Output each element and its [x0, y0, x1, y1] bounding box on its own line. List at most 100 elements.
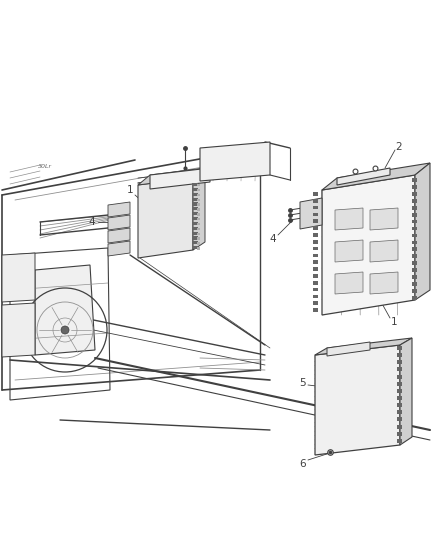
Polygon shape — [315, 338, 412, 355]
Bar — [397, 432, 402, 435]
Bar — [412, 178, 417, 182]
Text: 4: 4 — [270, 234, 276, 244]
Polygon shape — [335, 240, 363, 262]
Bar — [192, 227, 198, 230]
Bar — [192, 207, 198, 211]
Bar — [197, 199, 200, 201]
Bar — [192, 217, 198, 220]
Polygon shape — [337, 168, 390, 185]
Bar — [192, 203, 198, 206]
Bar — [313, 247, 318, 251]
Bar — [197, 184, 200, 187]
Bar — [412, 185, 417, 189]
Bar — [197, 223, 200, 225]
Bar — [397, 396, 402, 400]
Bar — [412, 233, 417, 237]
Bar — [313, 233, 318, 237]
Bar — [313, 260, 318, 264]
Text: 30Lr: 30Lr — [38, 165, 52, 169]
Bar — [313, 240, 318, 244]
Bar — [313, 288, 318, 292]
Polygon shape — [200, 142, 270, 181]
Bar — [412, 275, 417, 279]
Polygon shape — [315, 345, 400, 455]
Bar — [192, 193, 198, 196]
Bar — [313, 267, 318, 271]
Polygon shape — [138, 168, 205, 185]
Bar — [197, 232, 200, 235]
Bar — [412, 220, 417, 223]
Bar — [313, 295, 318, 298]
Bar — [397, 353, 402, 357]
Bar — [412, 247, 417, 251]
Bar — [313, 274, 318, 278]
Polygon shape — [138, 178, 193, 258]
Text: 6: 6 — [300, 459, 306, 469]
Bar — [197, 208, 200, 211]
Bar — [412, 240, 417, 244]
Bar — [192, 231, 198, 235]
Bar — [397, 367, 402, 372]
Bar — [412, 268, 417, 272]
Polygon shape — [400, 338, 412, 445]
Polygon shape — [335, 272, 363, 294]
Bar — [397, 410, 402, 414]
Bar — [192, 246, 198, 249]
Polygon shape — [2, 253, 35, 302]
Text: 2: 2 — [396, 142, 403, 152]
Bar — [412, 296, 417, 300]
Bar — [397, 375, 402, 378]
Polygon shape — [108, 215, 130, 230]
Bar — [412, 282, 417, 286]
Bar — [412, 289, 417, 293]
Text: 1: 1 — [127, 185, 133, 195]
Bar — [412, 213, 417, 216]
Bar — [412, 199, 417, 203]
Text: 1: 1 — [391, 317, 397, 327]
Polygon shape — [370, 208, 398, 230]
Bar — [197, 204, 200, 206]
Bar — [197, 247, 200, 249]
Bar — [313, 206, 318, 209]
Polygon shape — [193, 168, 205, 250]
Bar — [313, 226, 318, 230]
Polygon shape — [108, 228, 130, 243]
Bar — [412, 192, 417, 196]
Bar — [412, 206, 417, 209]
Bar — [197, 243, 200, 245]
Polygon shape — [150, 168, 210, 189]
Bar — [313, 254, 318, 257]
Polygon shape — [300, 198, 322, 229]
Bar — [192, 212, 198, 215]
Polygon shape — [370, 272, 398, 294]
Bar — [412, 261, 417, 265]
Bar — [313, 192, 318, 196]
Bar — [412, 227, 417, 230]
Polygon shape — [108, 202, 130, 217]
Bar — [397, 403, 402, 407]
Polygon shape — [322, 175, 415, 315]
Polygon shape — [35, 265, 95, 355]
Polygon shape — [108, 241, 130, 256]
Bar — [313, 308, 318, 312]
Bar — [313, 301, 318, 305]
Bar — [412, 254, 417, 258]
Bar — [397, 360, 402, 364]
Polygon shape — [322, 163, 430, 190]
Bar — [192, 188, 198, 191]
Bar — [397, 425, 402, 429]
Polygon shape — [327, 342, 370, 356]
Bar — [397, 346, 402, 350]
Bar — [192, 222, 198, 225]
Polygon shape — [2, 303, 35, 357]
Bar — [197, 237, 200, 240]
Text: 5: 5 — [299, 378, 305, 388]
Bar — [397, 439, 402, 443]
Bar — [197, 189, 200, 191]
Bar — [397, 389, 402, 393]
Polygon shape — [370, 240, 398, 262]
Bar — [397, 417, 402, 422]
Polygon shape — [335, 208, 363, 230]
Circle shape — [61, 326, 69, 334]
Text: 4: 4 — [88, 217, 95, 227]
